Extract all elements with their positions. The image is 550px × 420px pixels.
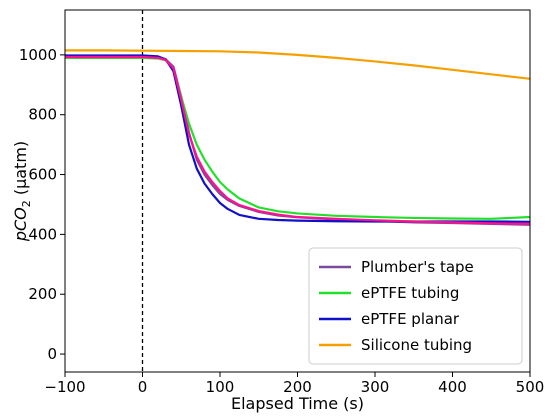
legend: Plumber's tape ePTFE tubing ePTFE planar Si…: [308, 247, 523, 365]
y-axis-label-base: CO: [11, 207, 30, 231]
legend-label-silicone-tubing: Silicone tubing: [361, 336, 472, 354]
legend-label-eptfe-planar: ePTFE planar: [361, 310, 460, 328]
axes: −100 0 100 200 300 400 500 0 200 400 600 800 1000 Ela…: [11, 9, 545, 413]
series-line-silicone-tubing: [65, 49, 530, 80]
x-tick-label: −100: [44, 378, 85, 396]
x-tick-label: 100: [206, 378, 235, 396]
legend-label-plumber-s-tape: Plumber's tape: [361, 258, 474, 276]
y-tick-label: 0: [47, 345, 57, 363]
x-tick-label: 300: [361, 378, 390, 396]
y-axis-label-suffix: (μatm): [11, 141, 30, 200]
y-tick-label: 800: [28, 106, 57, 124]
x-axis-label: Elapsed Time (s): [231, 394, 364, 413]
x-tick-label: 500: [516, 378, 545, 396]
y-axis-label: pCO2 (μatm): [11, 141, 33, 242]
series-line-eptfe-planar: [65, 54, 530, 223]
x-tick-label: 0: [138, 378, 148, 396]
legend-label-eptfe-tubing: ePTFE tubing: [361, 284, 459, 302]
y-axis-label-subscript: 2: [20, 200, 33, 207]
series-line-unlabeled-4: [65, 55, 530, 226]
x-tick-label: 200: [283, 378, 312, 396]
plot-area: [65, 10, 530, 372]
y-tick-label: 600: [28, 166, 57, 184]
y-tick-label: 1000: [19, 46, 57, 64]
legend-box: [308, 247, 523, 365]
y-axis-label-prefix: p: [11, 231, 30, 242]
x-tick-label: 400: [438, 378, 467, 396]
y-tick-label: 400: [28, 225, 57, 243]
series-line-eptfe-tubing: [65, 56, 530, 220]
series-line-plumber-s-tape: [65, 55, 530, 226]
y-tick-label: 200: [28, 285, 57, 303]
series-group: [65, 10, 530, 372]
